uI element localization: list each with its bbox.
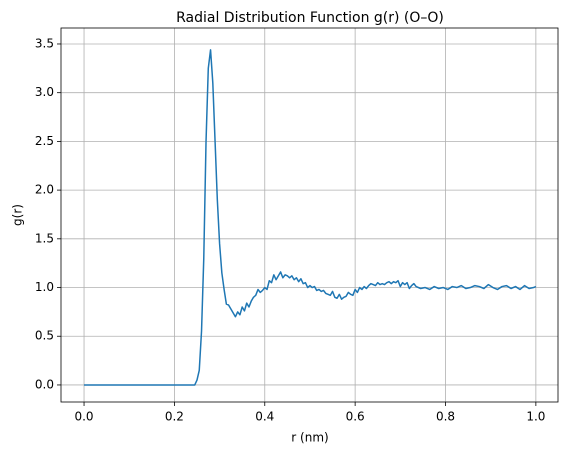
y-tick-label: 3.5 xyxy=(35,36,54,50)
x-tick-label: 0.2 xyxy=(165,410,184,424)
x-tick-label: 1.0 xyxy=(526,410,545,424)
x-tick-label: 0.4 xyxy=(255,410,274,424)
y-tick-label: 1.0 xyxy=(35,280,54,294)
x-tick-label: 0.8 xyxy=(436,410,455,424)
y-tick-label: 2.0 xyxy=(35,183,54,197)
plot-frame xyxy=(60,27,559,403)
y-tick-label: 1.5 xyxy=(35,231,54,245)
y-tick-label: 0.5 xyxy=(35,329,54,343)
y-tick-label: 3.0 xyxy=(35,85,54,99)
x-tick-label: 0.6 xyxy=(346,410,365,424)
y-tick-label: 2.5 xyxy=(35,134,54,148)
y-axis-label: g(r) xyxy=(11,204,25,226)
x-tick-label: 0.0 xyxy=(74,410,93,424)
x-axis-label: r (nm) xyxy=(291,431,328,445)
chart-title: Radial Distribution Function g(r) (O–O) xyxy=(176,10,444,26)
data-line xyxy=(84,49,537,386)
y-tick-label: 0.0 xyxy=(35,377,54,391)
